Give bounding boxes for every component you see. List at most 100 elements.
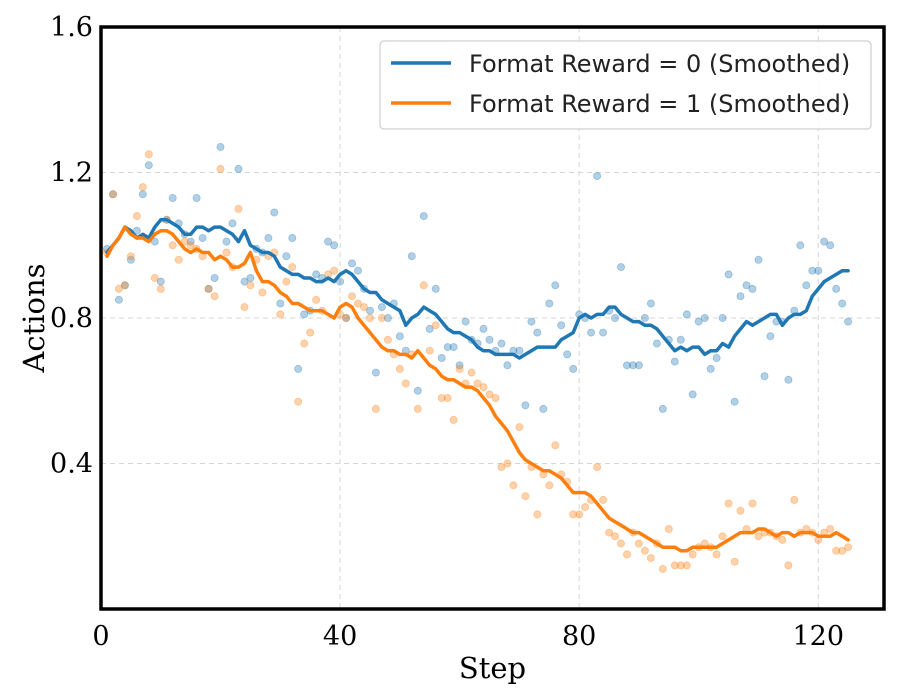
scatter-point-series-1 bbox=[688, 550, 697, 559]
scatter-point-series-0 bbox=[551, 281, 560, 290]
scatter-point-series-0 bbox=[820, 237, 829, 246]
scatter-point-series-1 bbox=[204, 284, 213, 293]
scatter-point-series-0 bbox=[132, 226, 141, 235]
scatter-point-series-1 bbox=[186, 241, 195, 250]
scatter-point-series-0 bbox=[395, 332, 404, 341]
scatter-point-series-0 bbox=[826, 241, 835, 250]
scatter-point-series-0 bbox=[413, 386, 422, 395]
scatter-point-series-0 bbox=[138, 190, 147, 199]
scatter-point-series-0 bbox=[240, 277, 249, 286]
scatter-point-series-0 bbox=[802, 281, 811, 290]
scatter-point-series-0 bbox=[617, 263, 626, 272]
scatter-point-series-1 bbox=[353, 299, 362, 308]
scatter-point-series-0 bbox=[700, 313, 709, 322]
scatter-point-series-1 bbox=[258, 288, 267, 297]
scatter-point-series-1 bbox=[503, 459, 512, 468]
scatter-point-series-1 bbox=[174, 255, 183, 264]
scatter-point-series-0 bbox=[587, 328, 596, 337]
scatter-point-series-0 bbox=[443, 343, 452, 352]
scatter-point-series-1 bbox=[282, 277, 291, 286]
scatter-point-series-0 bbox=[712, 353, 721, 362]
legend: Format Reward = 0 (Smoothed) Format Rewa… bbox=[379, 40, 872, 130]
scatter-point-series-0 bbox=[377, 303, 386, 312]
scatter-point-series-0 bbox=[222, 237, 231, 246]
scatter-point-series-1 bbox=[533, 510, 542, 519]
scatter-point-series-0 bbox=[425, 324, 434, 333]
scatter-points bbox=[103, 142, 853, 574]
scatter-point-series-1 bbox=[545, 481, 554, 490]
scatter-point-series-0 bbox=[832, 284, 841, 293]
scatter-point-series-0 bbox=[670, 357, 679, 366]
scatter-point-series-0 bbox=[371, 368, 380, 377]
scatter-point-series-0 bbox=[126, 255, 135, 264]
legend-box bbox=[379, 40, 872, 130]
scatter-point-series-0 bbox=[288, 233, 297, 242]
scatter-point-series-1 bbox=[114, 284, 123, 293]
scatter-point-series-1 bbox=[156, 284, 165, 293]
scatter-point-series-0 bbox=[515, 346, 524, 355]
scatter-point-series-0 bbox=[682, 310, 691, 319]
scatter-point-series-1 bbox=[180, 237, 189, 246]
scatter-point-series-0 bbox=[228, 219, 237, 228]
scatter-point-series-1 bbox=[431, 321, 440, 330]
series-line-1 bbox=[105, 225, 850, 553]
scatter-point-series-0 bbox=[766, 332, 775, 341]
scatter-point-series-1 bbox=[497, 463, 506, 472]
scatter-point-series-0 bbox=[156, 277, 165, 286]
scatter-point-series-0 bbox=[497, 339, 506, 348]
scatter-point-series-1 bbox=[138, 183, 147, 192]
scatter-point-series-0 bbox=[563, 350, 572, 359]
scatter-point-series-1 bbox=[832, 546, 841, 555]
y-tick-label: 0.4 bbox=[50, 449, 93, 480]
scatter-point-series-0 bbox=[718, 313, 727, 322]
scatter-point-series-0 bbox=[347, 259, 356, 268]
scatter-point-series-0 bbox=[611, 313, 620, 322]
scatter-point-series-1 bbox=[646, 554, 655, 563]
x-tick-label: 0 bbox=[92, 621, 109, 652]
scatter-point-series-1 bbox=[109, 190, 118, 199]
series-line-0 bbox=[105, 218, 850, 360]
scatter-point-series-0 bbox=[210, 273, 219, 282]
scatter-point-series-1 bbox=[658, 565, 667, 574]
scatter-point-series-1 bbox=[748, 499, 757, 508]
scatter-point-series-0 bbox=[784, 375, 793, 384]
legend-label-format-reward-1: Format Reward = 1 (Smoothed) bbox=[469, 90, 850, 118]
scatter-point-series-0 bbox=[431, 284, 440, 293]
x-tick-label: 80 bbox=[562, 621, 596, 652]
scatter-point-series-0 bbox=[640, 313, 649, 322]
scatter-point-series-0 bbox=[599, 328, 608, 337]
scatter-point-series-1 bbox=[485, 390, 494, 399]
x-tick-label: 40 bbox=[323, 621, 357, 652]
scatter-point-series-1 bbox=[216, 164, 225, 173]
scatter-point-series-1 bbox=[581, 503, 590, 512]
scatter-point-series-0 bbox=[676, 335, 685, 344]
scatter-point-series-0 bbox=[353, 266, 362, 275]
scatter-point-series-1 bbox=[330, 266, 339, 275]
scatter-point-series-0 bbox=[300, 310, 309, 319]
scatter-point-series-1 bbox=[617, 539, 626, 548]
scatter-point-series-1 bbox=[682, 561, 691, 570]
x-axis-label: Step bbox=[459, 651, 526, 685]
scatter-point-series-1 bbox=[575, 510, 584, 519]
scatter-point-series-1 bbox=[342, 313, 351, 322]
scatter-point-series-1 bbox=[491, 393, 500, 402]
scatter-point-series-1 bbox=[437, 393, 446, 402]
scatter-point-series-1 bbox=[724, 499, 733, 508]
scatter-point-series-0 bbox=[264, 233, 273, 242]
scatter-point-series-1 bbox=[605, 528, 614, 537]
scatter-point-series-0 bbox=[796, 241, 805, 250]
scatter-point-series-0 bbox=[216, 142, 225, 151]
scatter-point-series-0 bbox=[557, 321, 566, 330]
scatter-point-series-1 bbox=[126, 252, 135, 261]
scatter-point-series-0 bbox=[168, 193, 177, 202]
scatter-point-series-0 bbox=[109, 190, 118, 199]
scatter-point-series-0 bbox=[736, 292, 745, 301]
scatter-point-series-1 bbox=[401, 379, 410, 388]
plot-frame bbox=[99, 25, 886, 611]
scatter-point-series-1 bbox=[479, 383, 488, 392]
scatter-point-series-1 bbox=[234, 204, 243, 213]
scatter-point-series-0 bbox=[270, 208, 279, 217]
scatter-point-series-0 bbox=[455, 361, 464, 370]
tick-labels: 0 40 80 120 0.4 0.8 1.2 1.6 bbox=[50, 12, 844, 652]
